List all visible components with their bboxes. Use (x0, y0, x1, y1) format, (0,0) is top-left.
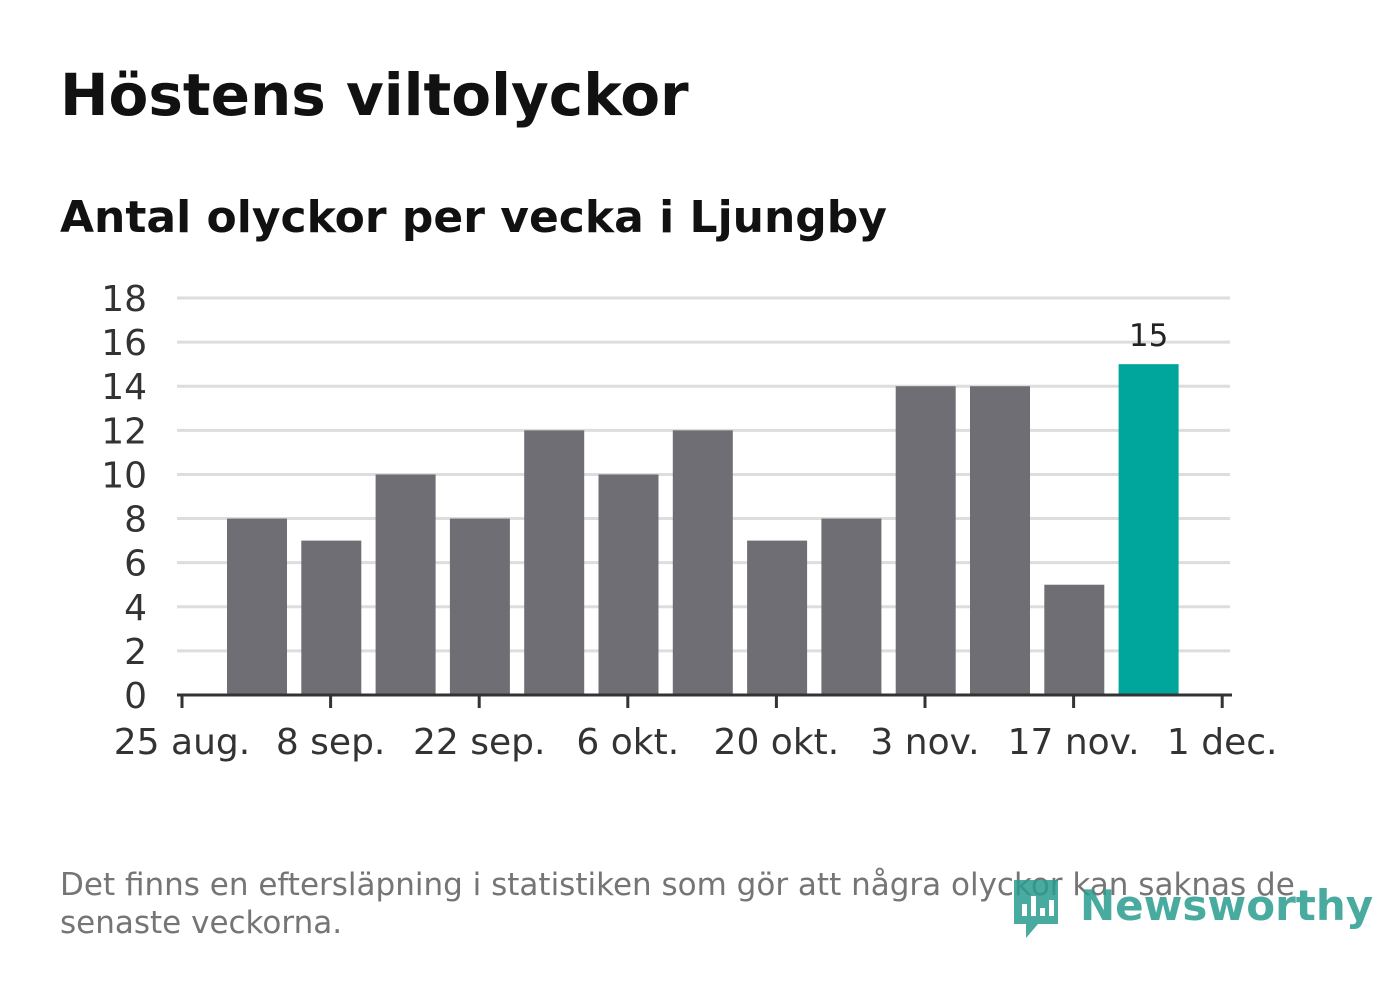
newsworthy-logo-icon (1014, 880, 1058, 938)
bars (227, 364, 1179, 695)
bar-v44 (821, 518, 882, 695)
x-tick-label-0: 25 aug. (114, 722, 250, 763)
newsworthy-logo: Newsworthy (1010, 876, 1373, 942)
x-tick-label-6: 17 nov. (1008, 722, 1140, 763)
y-tick-label-18: 18 (101, 279, 147, 320)
bar-v48 (1118, 364, 1179, 695)
y-tick-label-10: 10 (101, 455, 147, 496)
x-tick-label-5: 3 nov. (870, 722, 979, 763)
x-tick-label-2: 22 sep. (413, 722, 545, 763)
brand-name: Newsworthy (1080, 881, 1374, 930)
bar-v40 (524, 430, 585, 695)
bar-v47 (1044, 584, 1105, 695)
bar-v38 (375, 474, 436, 695)
x-axis (177, 693, 1232, 708)
bar-v41 (598, 474, 659, 695)
data-labels: 15 (1129, 318, 1168, 354)
bar-v39 (449, 518, 510, 695)
y-tick-label-6: 6 (124, 544, 147, 585)
bar-v43 (747, 540, 808, 695)
y-tick-label-16: 16 (101, 323, 147, 364)
y-tick-label-8: 8 (124, 500, 147, 541)
footnote: Det finns en eftersläpning i statistiken… (60, 867, 1295, 941)
bar-v36 (227, 518, 287, 695)
x-tick-label-4: 20 okt. (714, 722, 840, 763)
x-axis-tick-labels: 25 aug. 8 sep. 22 sep. 6 okt. 20 okt. 3 nov. 1… (114, 722, 1278, 763)
y-tick-label-0: 0 (124, 676, 147, 717)
chart-subtitle: Antal olyckor per vecka i Ljungby (60, 192, 887, 243)
bar-v45 (895, 386, 956, 695)
y-tick-label-14: 14 (101, 367, 147, 408)
bar-v42 (672, 430, 733, 695)
bar-v37 (301, 540, 362, 695)
data-label-highlight: 15 (1129, 318, 1168, 354)
y-tick-label-12: 12 (101, 411, 147, 452)
x-tick-label-7: 1 dec. (1167, 722, 1278, 763)
x-tick-label-1: 8 sep. (276, 722, 386, 763)
y-tick-label-2: 2 (124, 632, 147, 673)
y-tick-label-4: 4 (124, 588, 147, 629)
x-tick-label-3: 6 okt. (576, 722, 679, 763)
chart-title: Höstens viltolyckor (60, 61, 689, 129)
bar-v46 (970, 386, 1030, 695)
